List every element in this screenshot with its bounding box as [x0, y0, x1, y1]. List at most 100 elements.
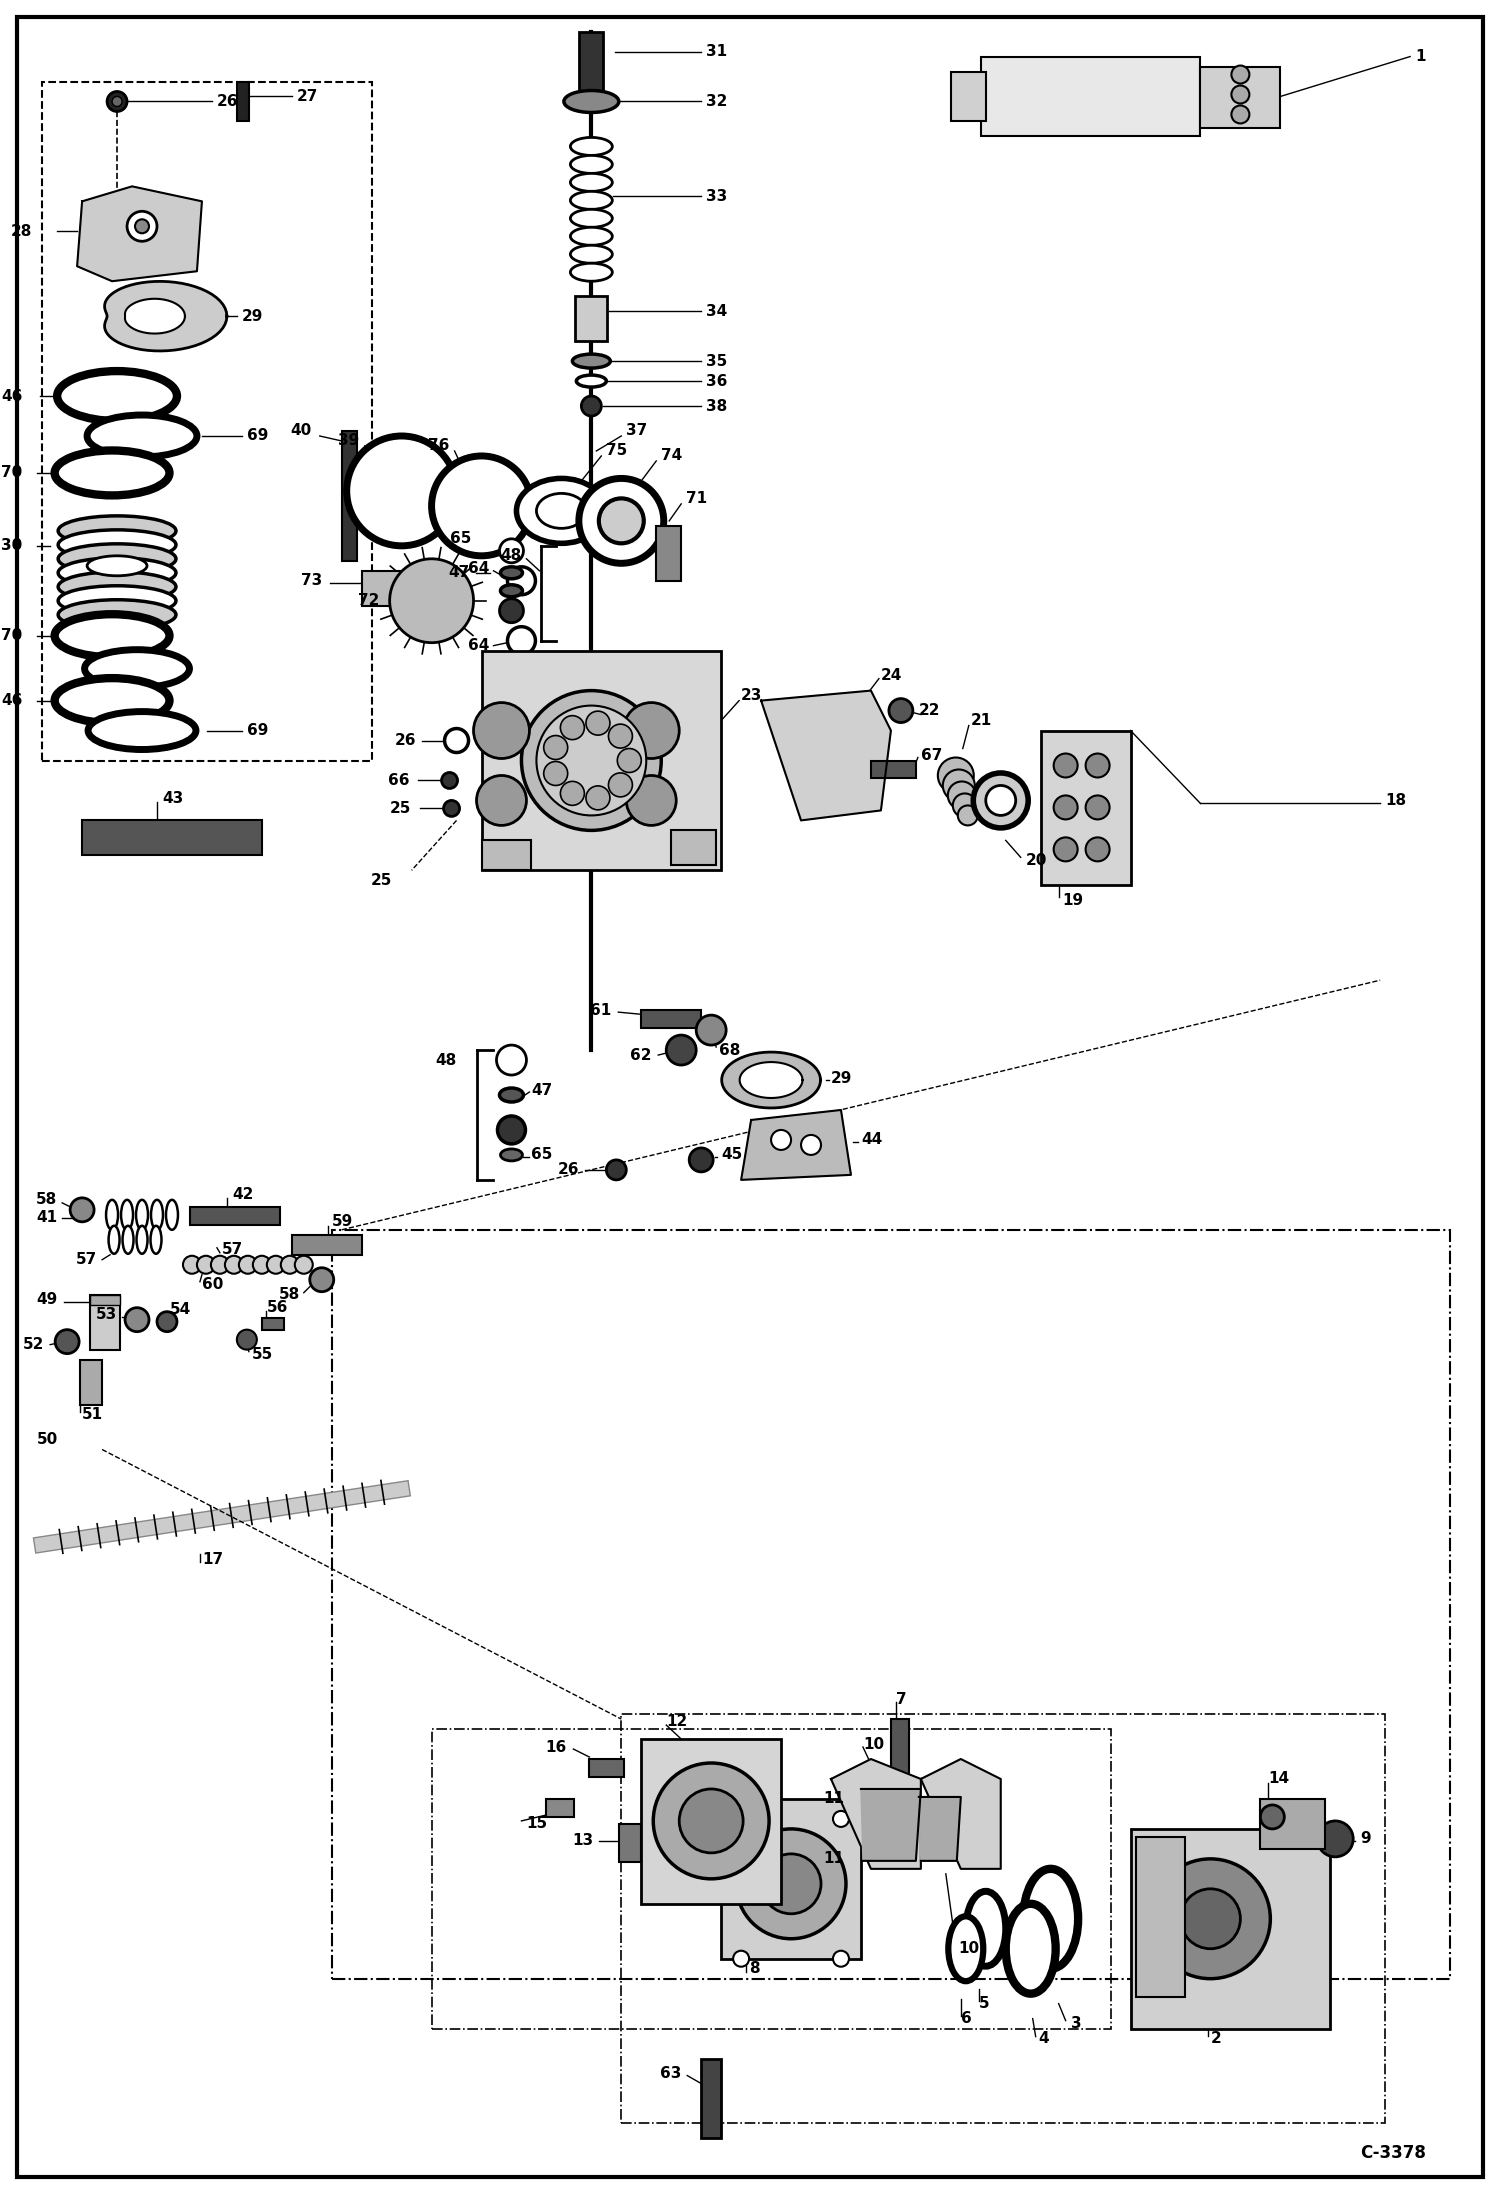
Circle shape — [948, 781, 975, 810]
Bar — [237, 81, 249, 121]
Circle shape — [237, 1330, 256, 1349]
Text: 60: 60 — [202, 1277, 223, 1292]
Circle shape — [689, 1147, 713, 1172]
Text: 2: 2 — [1210, 2032, 1221, 2047]
Ellipse shape — [986, 785, 1016, 816]
Ellipse shape — [58, 573, 175, 601]
Text: 33: 33 — [706, 189, 728, 204]
Text: 43: 43 — [162, 792, 183, 805]
Circle shape — [1053, 796, 1077, 818]
Ellipse shape — [500, 566, 523, 579]
Text: 9: 9 — [1360, 1832, 1371, 1847]
Polygon shape — [742, 1110, 851, 1180]
Text: 11: 11 — [822, 1852, 843, 1867]
Ellipse shape — [87, 555, 147, 575]
Circle shape — [560, 781, 584, 805]
Ellipse shape — [87, 415, 196, 456]
Text: 37: 37 — [626, 423, 647, 439]
Text: 75: 75 — [607, 443, 628, 459]
Text: 29: 29 — [831, 1071, 852, 1086]
Text: 65: 65 — [532, 1147, 553, 1163]
Text: 28: 28 — [10, 224, 31, 239]
Text: 57: 57 — [222, 1242, 243, 1257]
Bar — [90, 1294, 120, 1305]
Bar — [431, 1729, 1110, 2029]
Text: 1: 1 — [1416, 48, 1426, 64]
Circle shape — [473, 702, 529, 759]
Circle shape — [1053, 753, 1077, 777]
Bar — [82, 821, 262, 856]
Bar — [580, 31, 604, 92]
Text: 39: 39 — [339, 434, 360, 448]
Bar — [721, 1803, 756, 1893]
Circle shape — [1086, 838, 1110, 862]
Circle shape — [253, 1255, 271, 1275]
Text: 64: 64 — [469, 562, 490, 577]
Ellipse shape — [431, 456, 532, 555]
Text: 63: 63 — [659, 2067, 682, 2082]
Text: 22: 22 — [918, 702, 941, 717]
Circle shape — [626, 774, 676, 825]
Text: 58: 58 — [279, 1288, 300, 1303]
Bar — [481, 652, 721, 871]
Circle shape — [544, 735, 568, 759]
Circle shape — [1053, 838, 1077, 862]
Ellipse shape — [571, 228, 613, 246]
Bar — [331, 1231, 1450, 1979]
Ellipse shape — [84, 649, 189, 687]
Circle shape — [280, 1255, 298, 1275]
Text: 46: 46 — [1, 388, 22, 404]
Bar — [1131, 1830, 1330, 2029]
Text: 48: 48 — [436, 1053, 457, 1068]
Bar — [641, 1009, 701, 1029]
Ellipse shape — [106, 1200, 118, 1231]
Bar — [90, 1294, 120, 1349]
Ellipse shape — [517, 478, 607, 544]
Text: 45: 45 — [721, 1147, 743, 1163]
Text: 29: 29 — [241, 309, 264, 325]
Ellipse shape — [346, 437, 457, 546]
Text: 61: 61 — [590, 1003, 611, 1018]
Circle shape — [833, 1950, 849, 1966]
Circle shape — [1180, 1889, 1240, 1948]
Text: 48: 48 — [500, 548, 521, 564]
Text: 51: 51 — [82, 1406, 103, 1422]
Circle shape — [183, 1255, 201, 1275]
Circle shape — [124, 1308, 148, 1332]
Circle shape — [508, 627, 535, 654]
Circle shape — [499, 599, 523, 623]
Circle shape — [560, 715, 584, 739]
Text: 69: 69 — [247, 428, 268, 443]
Circle shape — [938, 757, 974, 794]
Circle shape — [761, 1854, 821, 1913]
Circle shape — [581, 397, 601, 417]
Circle shape — [127, 211, 157, 241]
Circle shape — [135, 219, 148, 233]
Text: 47: 47 — [448, 566, 469, 579]
Ellipse shape — [58, 557, 175, 588]
Bar — [1135, 1836, 1185, 1997]
Circle shape — [389, 559, 473, 643]
Circle shape — [833, 1810, 849, 1828]
Text: 10: 10 — [863, 1735, 884, 1751]
Circle shape — [442, 772, 457, 788]
Ellipse shape — [150, 1226, 162, 1253]
Text: 13: 13 — [572, 1834, 593, 1847]
Bar — [619, 1823, 641, 1863]
Circle shape — [112, 97, 121, 108]
Text: 25: 25 — [370, 873, 391, 889]
Text: 64: 64 — [469, 638, 490, 654]
Ellipse shape — [54, 678, 169, 724]
Circle shape — [443, 801, 460, 816]
Text: 30: 30 — [1, 538, 22, 553]
Text: 7: 7 — [896, 1692, 906, 1707]
Text: 12: 12 — [667, 1714, 688, 1729]
Circle shape — [667, 1036, 697, 1064]
Text: 71: 71 — [686, 491, 707, 507]
Circle shape — [953, 794, 977, 818]
Text: 21: 21 — [971, 713, 992, 728]
Bar — [1260, 1799, 1326, 1850]
Ellipse shape — [500, 586, 523, 597]
Text: 59: 59 — [331, 1213, 354, 1229]
Ellipse shape — [1005, 1904, 1056, 1994]
